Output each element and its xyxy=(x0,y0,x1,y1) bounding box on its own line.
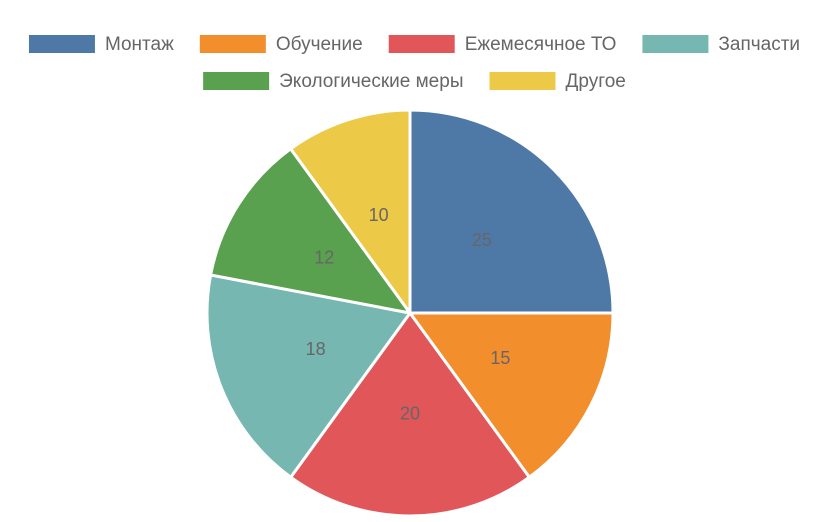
legend-item: Экологические меры xyxy=(203,71,463,92)
legend-swatch xyxy=(489,72,556,90)
slice-label: 18 xyxy=(306,339,326,359)
slice-label: 15 xyxy=(490,348,510,368)
legend-swatch xyxy=(388,35,455,53)
legend-item: Обучение xyxy=(199,34,363,55)
pie-slice xyxy=(208,146,414,316)
legend-swatch xyxy=(642,35,709,53)
legend-item: Запчасти xyxy=(642,34,800,55)
legend-label: Обучение xyxy=(276,34,363,55)
legend-label: Экологические меры xyxy=(279,71,463,92)
slice-label: 10 xyxy=(369,205,389,225)
legend-item: Ежемесячное ТО xyxy=(388,34,617,55)
legend-swatch xyxy=(203,72,270,90)
pie-slice xyxy=(288,108,412,318)
legend-label: Ежемесячное ТО xyxy=(465,34,617,55)
legend-item: Монтаж xyxy=(28,34,174,55)
slice-label: 12 xyxy=(314,247,334,267)
pie-slice xyxy=(408,108,615,315)
slice-label: 20 xyxy=(400,403,420,423)
pie-slice xyxy=(407,311,615,480)
legend-swatch xyxy=(28,35,95,53)
legend-swatch xyxy=(199,35,266,53)
pie-slice xyxy=(205,273,413,480)
legend-label: Запчасти xyxy=(718,34,800,55)
legend-label: Монтаж xyxy=(105,34,174,55)
legend-label: Другое xyxy=(565,71,625,92)
pie-slice xyxy=(288,310,532,518)
slice-label: 25 xyxy=(472,230,492,250)
legend-item: Другое xyxy=(489,71,626,92)
